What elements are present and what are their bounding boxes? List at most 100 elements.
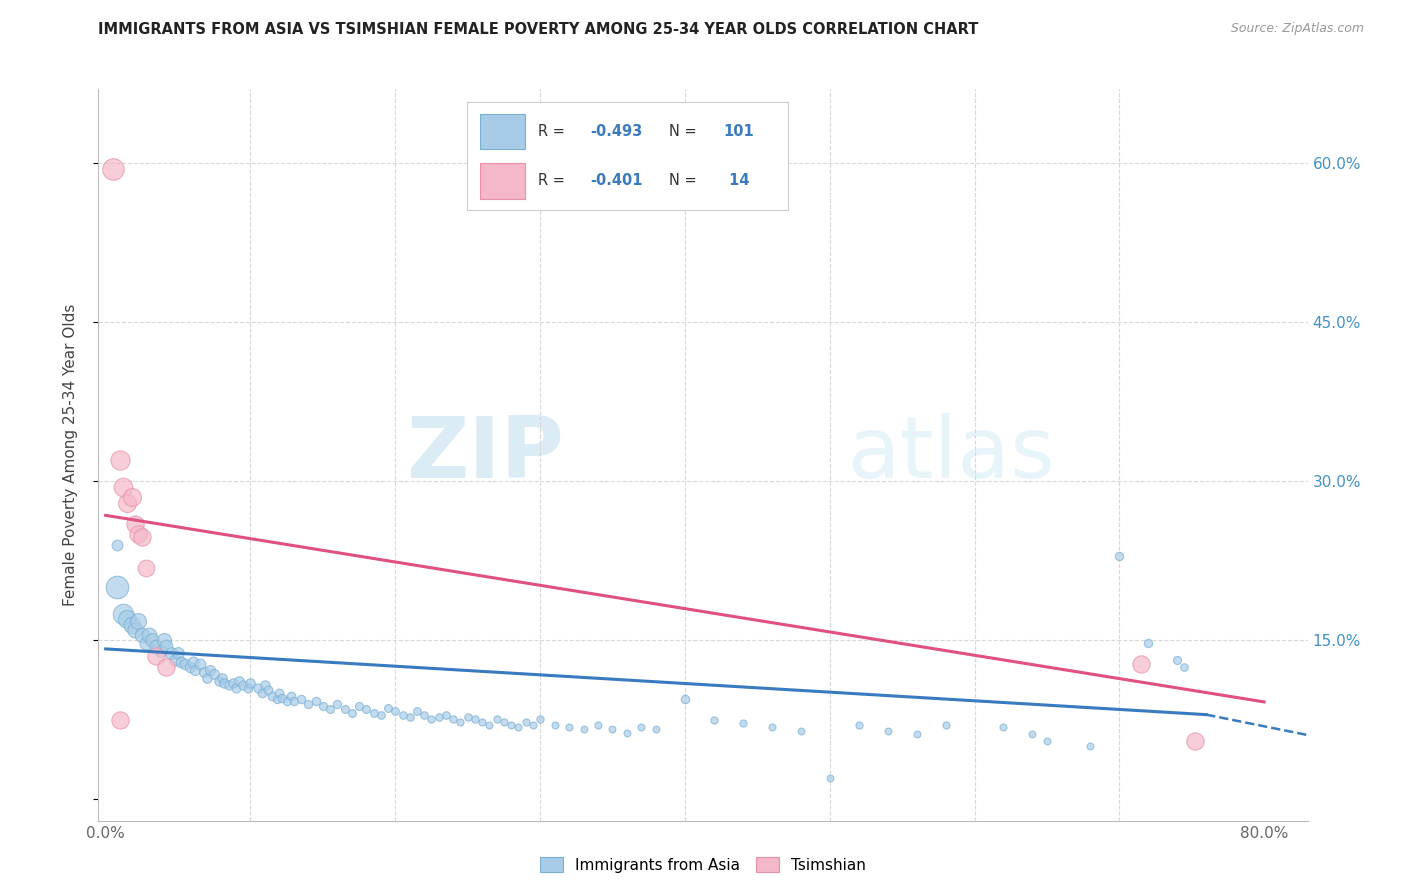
Point [159,646,181,660]
Point [1173,660,1195,674]
Point [195,671,218,685]
Point [121,617,143,632]
Point [515,714,537,729]
Point [105,581,128,595]
Point [145,639,167,653]
Point [478,718,501,732]
Point [297,697,319,711]
Point [1036,734,1059,748]
Point [214,676,236,690]
Point [179,660,201,674]
Point [127,615,149,629]
Point [731,716,754,731]
Point [269,686,291,700]
Point [112,480,135,494]
Point [101,161,124,176]
Point [174,657,197,671]
Point [993,720,1015,734]
Point [384,705,406,719]
Point [602,723,624,737]
Text: Source: ZipAtlas.com: Source: ZipAtlas.com [1230,22,1364,36]
Point [198,663,221,677]
Point [170,655,193,669]
Point [152,633,174,648]
Point [464,712,486,726]
Point [262,689,284,703]
Point [572,723,595,737]
Point [543,718,565,732]
Point [441,712,464,726]
Point [529,712,551,726]
Point [356,702,378,716]
Point [333,702,356,716]
Point [121,491,143,505]
Point [406,705,429,719]
Point [138,628,160,642]
Point [181,655,204,669]
Point [218,678,240,692]
Point [105,538,128,552]
Point [155,660,177,674]
Point [112,607,135,621]
Point [246,681,269,695]
Point [207,673,229,688]
Point [391,707,413,722]
Point [1166,652,1188,666]
Point [188,657,211,671]
Point [280,689,302,703]
Point [211,671,233,685]
Point [1130,657,1153,671]
Point [1080,739,1102,754]
Point [266,691,288,706]
Point [145,649,167,664]
Point [108,713,131,727]
Point [202,667,225,681]
Point [703,713,725,727]
Point [131,628,153,642]
Point [304,694,326,708]
Point [413,707,436,722]
Point [398,710,420,724]
Point [257,683,280,698]
Point [135,635,157,649]
Point [508,720,530,734]
Point [630,720,652,734]
Point [290,691,312,706]
Point [253,678,276,692]
Point [449,714,471,729]
Point [848,718,870,732]
Point [673,691,696,706]
Point [149,644,172,658]
Point [1184,734,1206,748]
Point [905,727,928,741]
Point [340,706,363,720]
Point [501,718,523,732]
Point [645,723,668,737]
Text: IMMIGRANTS FROM ASIA VS TSIMSHIAN FEMALE POVERTY AMONG 25-34 YEAR OLDS CORRELATI: IMMIGRANTS FROM ASIA VS TSIMSHIAN FEMALE… [98,22,979,37]
Point [522,718,544,732]
Point [312,699,335,714]
Point [283,694,305,708]
Point [117,495,139,509]
Point [228,673,250,688]
Text: ZIP: ZIP [406,413,564,497]
Point [876,723,898,738]
Point [250,686,273,700]
Point [193,665,215,680]
Point [131,530,153,544]
Point [485,712,508,726]
Y-axis label: Female Poverty Among 25-34 Year Olds: Female Poverty Among 25-34 Year Olds [63,304,77,606]
Point [225,681,247,695]
Point [127,527,149,541]
Point [558,720,581,734]
Point [319,702,342,716]
Point [165,652,187,666]
Point [420,712,443,726]
Point [1137,635,1160,649]
Point [427,710,450,724]
Point [167,646,190,660]
Point [124,516,146,531]
Point [155,639,177,653]
Point [377,701,399,715]
Point [141,633,163,648]
